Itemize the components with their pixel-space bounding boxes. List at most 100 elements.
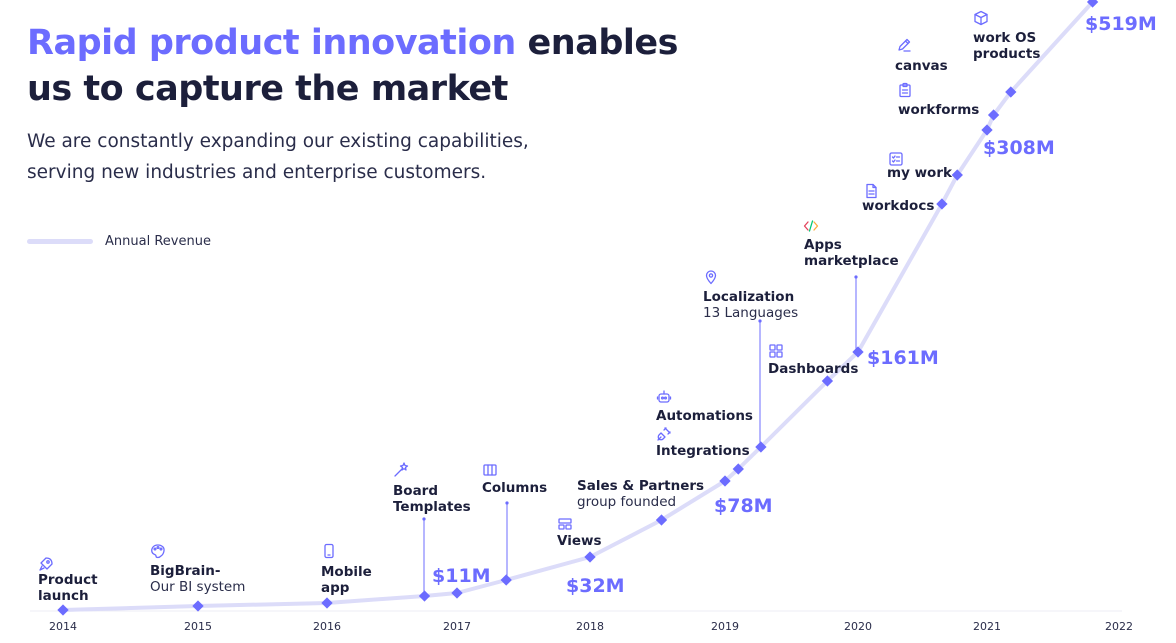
- connector-dot: [854, 275, 858, 279]
- milestone-title: launch: [38, 588, 89, 604]
- pen-icon: [898, 38, 911, 52]
- milestone-title: workdocs: [862, 198, 934, 214]
- cube-icon: [974, 10, 988, 26]
- milestone-title: Localization: [703, 289, 794, 305]
- data-point: [852, 346, 864, 358]
- milestone: Dashboards: [768, 344, 858, 377]
- x-tick-label: 2022: [1105, 620, 1133, 633]
- revenue-data-label: $78M: [714, 495, 773, 517]
- rocket-icon: [39, 557, 53, 571]
- data-point: [732, 463, 744, 475]
- data-point: [57, 604, 69, 616]
- checklist-icon: [889, 152, 903, 166]
- x-tick-label: 2019: [711, 620, 739, 633]
- data-point: [321, 597, 333, 609]
- milestone: Views: [557, 518, 602, 549]
- milestone-title: canvas: [895, 58, 948, 74]
- magic-wand-icon: [394, 462, 409, 477]
- revenue-data-label: $11M: [432, 565, 491, 587]
- milestone: workdocs: [862, 183, 934, 214]
- revenue-data-label: $519M: [1085, 13, 1157, 35]
- clipboard-icon: [899, 82, 911, 98]
- robot-icon: [656, 390, 672, 403]
- milestone-title: Board: [393, 483, 438, 499]
- data-point: [936, 198, 948, 210]
- milestone-title: products: [973, 46, 1040, 62]
- milestone-subtitle: 13 Languages: [703, 305, 798, 321]
- code-icon: [803, 220, 819, 232]
- milestone: Integrations: [656, 427, 750, 459]
- subtitle: We are constantly expanding our existing…: [27, 126, 587, 188]
- milestone-title: app: [321, 580, 350, 596]
- milestone: workforms: [898, 82, 979, 118]
- x-tick-label: 2016: [313, 620, 341, 633]
- data-point: [584, 551, 596, 563]
- connector-dot: [505, 501, 509, 505]
- milestone-title: BigBrain-: [150, 563, 220, 579]
- connector-dot: [758, 319, 762, 323]
- x-tick-label: 2014: [49, 620, 77, 633]
- data-point: [755, 441, 767, 453]
- subtitle-line-1: We are constantly expanding our existing…: [27, 131, 529, 152]
- subtitle-line-2: serving new industries and enterprise cu…: [27, 162, 487, 183]
- data-point: [951, 169, 963, 181]
- phone-icon: [324, 543, 334, 559]
- milestone: my work: [887, 152, 953, 181]
- dashboard-icon: [769, 344, 783, 358]
- connector-dot: [422, 517, 426, 521]
- milestone-title: Templates: [393, 499, 471, 515]
- x-tick-label: 2020: [844, 620, 872, 633]
- plug-icon: [657, 427, 671, 441]
- milestone-title: Integrations: [656, 443, 750, 459]
- title-line-2: us to capture the market: [27, 69, 508, 109]
- title-accent: Rapid product innovation: [27, 23, 516, 63]
- milestone-title: Mobile: [321, 564, 372, 580]
- milestone-subtitle: group founded: [577, 494, 676, 510]
- milestone-subtitle: Our BI system: [150, 579, 245, 595]
- chart-legend: Annual Revenue: [27, 232, 211, 250]
- milestone: Columns: [482, 464, 547, 496]
- page-title: Rapid product innovation enables us to c…: [27, 20, 678, 112]
- data-point: [719, 475, 731, 487]
- x-tick-label: 2018: [576, 620, 604, 633]
- legend-swatch: [27, 238, 93, 244]
- milestone: Automations: [656, 390, 753, 424]
- columns-icon: [483, 464, 497, 476]
- legend-label: Annual Revenue: [105, 233, 211, 249]
- milestone: canvas: [895, 38, 948, 74]
- milestone-title: Sales & Partners: [577, 478, 704, 494]
- milestone-title: Product: [38, 572, 98, 588]
- data-point: [821, 375, 834, 387]
- document-icon: [866, 183, 877, 199]
- data-point: [451, 587, 463, 599]
- milestone-title: Apps: [804, 237, 842, 253]
- milestone-title: Columns: [482, 480, 547, 496]
- palette-icon: [151, 544, 165, 559]
- x-tick-label: 2021: [973, 620, 1001, 633]
- revenue-data-label: $32M: [566, 575, 625, 597]
- milestone-title: Dashboards: [768, 361, 858, 377]
- revenue-line: [61, 0, 1095, 612]
- data-point: [655, 514, 668, 526]
- milestone-title: marketplace: [804, 253, 899, 269]
- views-icon: [558, 518, 572, 530]
- milestone-title: my work: [887, 165, 953, 181]
- milestone: BigBrain-Our BI system: [150, 544, 245, 595]
- milestone-title: work OS: [973, 30, 1036, 46]
- x-tick-label: 2017: [443, 620, 471, 633]
- milestone-title: Views: [557, 533, 602, 549]
- x-tick-label: 2015: [184, 620, 212, 633]
- data-point: [500, 574, 512, 586]
- data-point: [192, 600, 204, 612]
- data-point: [418, 590, 431, 602]
- milestone-title: Automations: [656, 408, 753, 424]
- title-rest: enables: [527, 23, 679, 63]
- milestone-title: workforms: [898, 102, 979, 118]
